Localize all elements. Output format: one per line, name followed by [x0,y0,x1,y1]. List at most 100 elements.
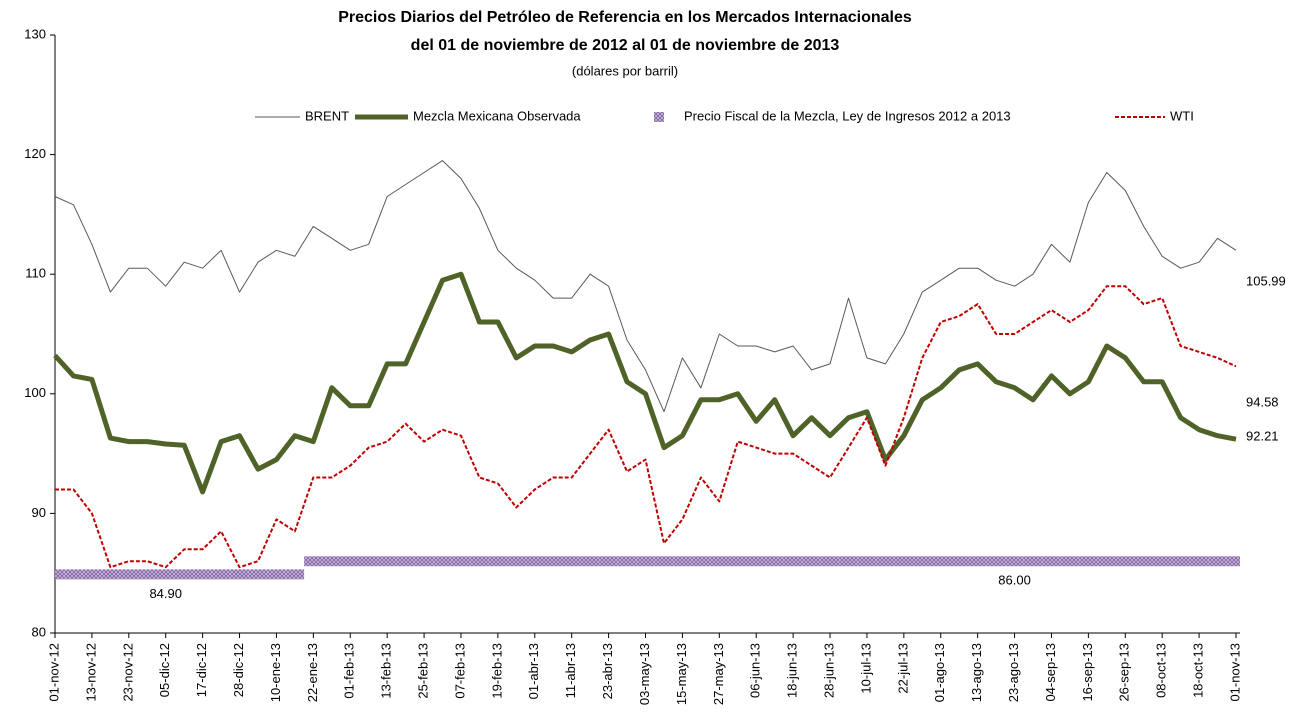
legend-label: WTI [1170,108,1194,123]
fiscal-band [544,556,563,567]
end-label: 92.21 [1246,428,1279,443]
fiscal-band [857,556,877,567]
fiscal-band [1189,556,1209,567]
fiscal-band [876,556,895,567]
fiscal-band [562,556,581,567]
fiscal-band [414,556,434,567]
x-tick-label: 10-ene-13 [268,643,283,702]
fiscal-band [1152,556,1172,567]
chart-title: Precios Diarios del Petróleo de Referenc… [338,9,912,26]
chart-subtitle: (dólares por barril) [572,63,678,78]
x-tick-label: 01-nov-13 [1227,643,1242,702]
fiscal-band [1005,556,1024,567]
fiscal-band [248,569,268,580]
x-tick-label: 22-jul-13 [895,643,910,694]
fiscal-band [341,556,360,567]
fiscal-band [55,569,65,580]
x-tick-label: 07-feb-13 [452,643,467,699]
fiscal-band [1097,556,1117,567]
data-label: 86.00 [998,573,1031,588]
legend-swatch [654,112,664,122]
x-tick-label: 05-dic-12 [157,643,172,697]
fiscal-band [949,556,969,567]
fiscal-band [138,569,157,580]
fiscal-band [654,556,674,567]
x-tick-label: 13-feb-13 [379,643,394,699]
fiscal-band [710,556,729,567]
fiscal-band [636,556,655,567]
x-tick-label: 23-ago-13 [1006,643,1021,702]
y-tick-label: 100 [24,385,46,400]
legend-label: Precio Fiscal de la Mezcla, Ley de Ingre… [684,108,1011,123]
x-tick-label: 06-jun-13 [748,643,763,698]
fiscal-band [691,556,711,567]
fiscal-band [1171,556,1190,567]
x-tick-label: 01-nov-12 [46,643,61,702]
fiscal-band [211,569,231,580]
end-label: 105.99 [1246,273,1286,288]
fiscal-band [673,556,692,567]
fiscal-band [267,569,286,580]
fiscal-band [968,556,987,567]
fiscal-band [986,556,1006,567]
fiscal-band [1042,556,1061,567]
series-line [54,160,1237,413]
fiscal-band [894,556,914,567]
fiscal-band [470,556,489,567]
end-label: 94.58 [1246,394,1279,409]
fiscal-band [839,556,858,567]
y-tick-label: 130 [24,26,46,41]
fiscal-band [931,556,950,567]
fiscal-band [728,556,747,567]
x-tick-label: 10-jul-13 [858,643,873,694]
x-tick-label: 27-may-13 [711,643,726,705]
y-tick-label: 110 [25,266,46,281]
x-tick-label: 03-may-13 [637,643,652,705]
x-tick-label: 13-nov-12 [83,643,98,702]
fiscal-band [488,556,508,567]
x-tick-label: 23-abr-13 [600,643,615,699]
y-tick-label: 120 [24,146,46,161]
x-tick-label: 22-ene-13 [305,643,320,702]
fiscal-band [304,556,323,567]
fiscal-band [783,556,803,567]
legend-label: BRENT [305,108,349,123]
fiscal-band [322,556,342,567]
fiscal-band [451,556,471,567]
x-tick-label: 11-abr-13 [563,643,578,698]
fiscal-band [1060,556,1080,567]
fiscal-band [433,556,452,567]
chart-title: del 01 de noviembre de 2012 al 01 de nov… [411,37,840,54]
fiscal-band [119,569,139,580]
fiscal-band [1079,556,1098,567]
x-tick-label: 23-nov-12 [120,643,135,702]
x-tick-label: 25-feb-13 [416,643,431,699]
data-label: 84.90 [149,586,182,601]
legend-label: Mezcla Mexicana Observada [413,108,581,123]
x-tick-label: 01-abr-13 [526,643,541,699]
x-tick-label: 19-feb-13 [489,643,504,699]
y-tick-label: 80 [32,624,46,639]
x-tick-label: 18-oct-13 [1191,643,1206,698]
fiscal-band [1226,556,1240,567]
series-line [53,271,1237,495]
fiscal-band [396,556,415,567]
x-tick-label: 26-sep-13 [1117,643,1132,702]
x-tick-label: 13-ago-13 [969,643,984,702]
fiscal-band [820,556,840,567]
fiscal-band [1208,556,1227,567]
fiscal-band [174,569,194,580]
fiscal-band [64,569,83,580]
fiscal-band [507,556,526,567]
x-tick-label: 15-may-13 [674,643,689,705]
fiscal-band [285,569,305,580]
fiscal-band [746,556,766,567]
x-tick-label: 01-ago-13 [932,643,947,702]
fiscal-band [617,556,637,567]
x-tick-label: 08-oct-13 [1154,643,1169,698]
fiscal-band [580,556,600,567]
fiscal-band [82,569,102,580]
fiscal-band [913,556,932,567]
